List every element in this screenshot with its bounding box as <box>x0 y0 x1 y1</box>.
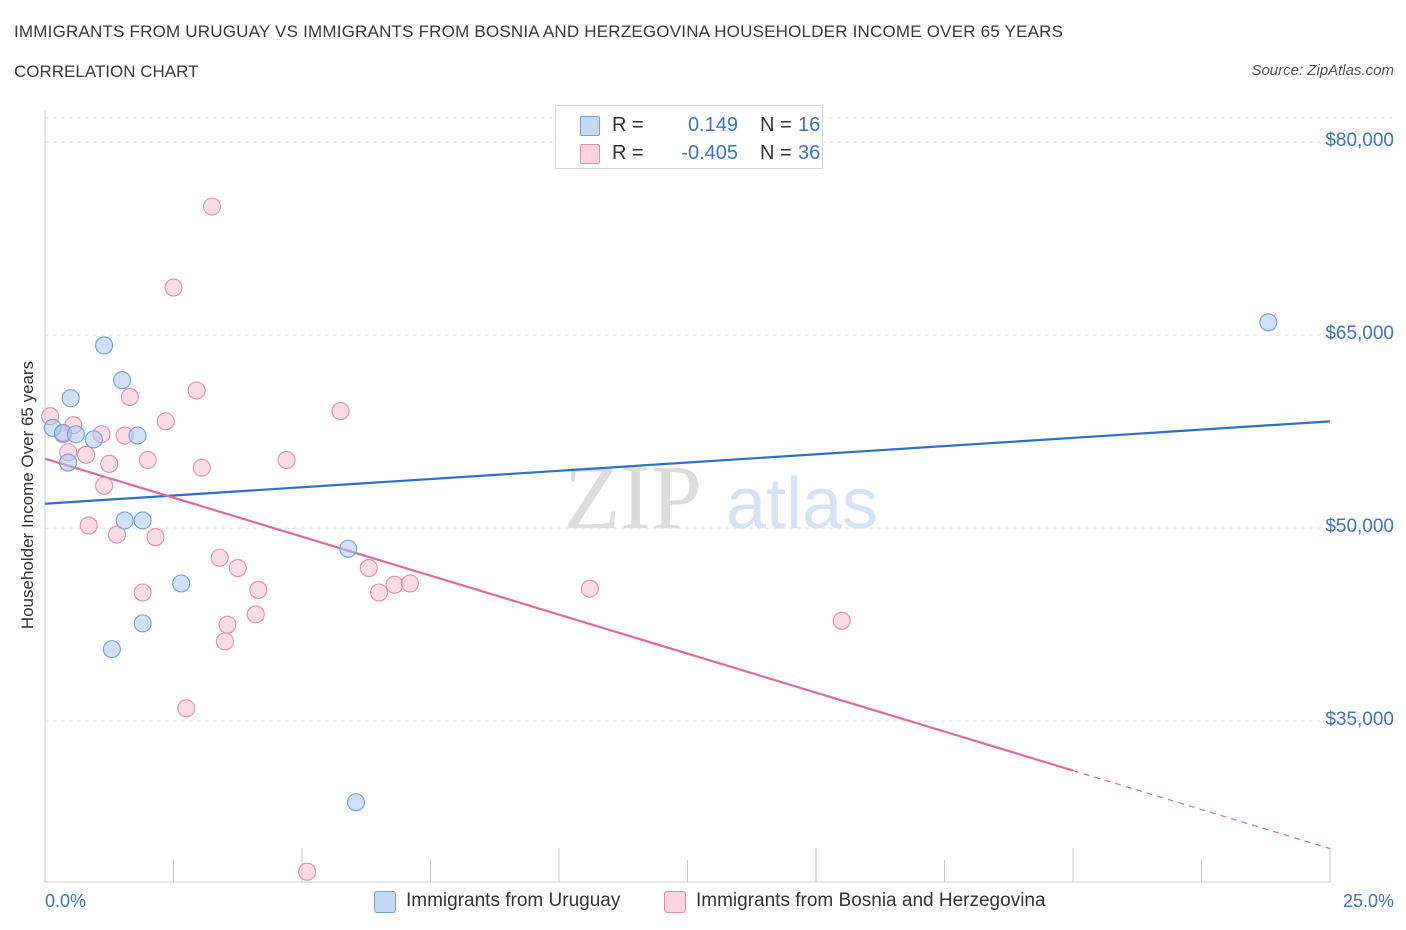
y-tick-label: $65,000 <box>1325 323 1394 345</box>
trend-line-extension-1 <box>1072 770 1331 850</box>
data-point-bosnia <box>187 381 206 400</box>
data-point-bosnia <box>77 445 96 464</box>
data-point-bosnia <box>138 450 157 470</box>
stats-legend: R = 0.149 N = 16 R = -0.405 N = 36 <box>555 105 823 169</box>
trend-lines <box>44 420 1331 850</box>
data-point-bosnia <box>228 559 247 578</box>
data-point-uruguay <box>59 453 78 472</box>
data-point-bosnia <box>146 528 165 547</box>
data-point-bosnia <box>580 579 599 598</box>
data-point-bosnia <box>210 548 229 567</box>
data-point-bosnia <box>203 197 222 216</box>
data-point-uruguay <box>172 574 191 593</box>
data-point-uruguay <box>339 539 358 558</box>
y-tick-label: $35,000 <box>1325 709 1394 731</box>
data-point-uruguay <box>102 640 121 659</box>
legend-swatch-uruguay <box>580 116 600 136</box>
data-point-bosnia <box>218 615 237 634</box>
data-points <box>41 197 1278 881</box>
data-point-uruguay <box>1259 313 1278 332</box>
series-label-bosnia: Immigrants from Bosnia and Herzegovina <box>696 890 1046 911</box>
axes <box>44 110 1331 883</box>
watermark-zip: ZIP <box>564 446 702 548</box>
data-point-bosnia <box>385 575 404 594</box>
data-point-bosnia <box>120 387 139 406</box>
data-point-bosnia <box>277 450 296 470</box>
data-point-uruguay <box>61 389 80 408</box>
y-tick-label: $50,000 <box>1325 516 1394 538</box>
legend-r-label: R = <box>612 142 644 164</box>
data-point-uruguay <box>113 371 132 390</box>
data-point-bosnia <box>298 862 317 881</box>
data-point-bosnia <box>164 278 183 297</box>
data-point-bosnia <box>177 699 196 718</box>
series-label-uruguay: Immigrants from Uruguay <box>406 890 621 911</box>
legend-n-value: 16 <box>798 114 821 136</box>
chart-title: IMMIGRANTS FROM URUGUAY VS IMMIGRANTS FR… <box>14 22 1064 41</box>
trend-line-1 <box>44 457 1074 772</box>
data-point-bosnia <box>95 476 114 495</box>
y-axis-label: Householder Income Over 65 years <box>18 360 37 630</box>
data-point-uruguay <box>95 336 114 355</box>
legend-r-value: -0.405 <box>681 142 738 164</box>
data-point-bosnia <box>400 574 419 593</box>
legend-r-label: R = <box>612 114 644 136</box>
series-swatch-uruguay <box>374 891 396 913</box>
data-point-uruguay <box>84 430 103 449</box>
data-point-bosnia <box>215 632 234 651</box>
series-swatch-bosnia <box>664 891 686 913</box>
y-tick-label: $80,000 <box>1325 130 1394 152</box>
data-point-bosnia <box>246 605 265 624</box>
data-point-bosnia <box>359 559 378 578</box>
data-point-bosnia <box>107 525 127 544</box>
source-label: Source: ZipAtlas.com <box>1251 62 1394 79</box>
watermark: ZIP atlas <box>564 446 878 548</box>
x-tick-max: 25.0% <box>1342 891 1394 911</box>
watermark-atlas: atlas <box>726 464 878 544</box>
data-point-uruguay <box>133 511 152 530</box>
legend-r-value: 0.149 <box>687 114 738 136</box>
data-point-bosnia <box>100 454 119 473</box>
data-point-bosnia <box>156 412 175 431</box>
chart-subtitle: CORRELATION CHART <box>14 62 199 81</box>
legend-swatch-bosnia <box>580 144 600 164</box>
data-point-uruguay <box>128 426 147 445</box>
x-tick-min: 0.0% <box>45 891 87 911</box>
legend-n-label: N = <box>760 114 792 136</box>
grid-lines <box>45 117 1392 722</box>
data-point-bosnia <box>249 580 268 599</box>
data-point-uruguay <box>115 511 134 530</box>
data-point-bosnia <box>331 402 350 421</box>
data-point-bosnia <box>832 611 851 630</box>
data-point-uruguay <box>133 614 152 633</box>
data-point-bosnia <box>133 583 152 602</box>
data-point-bosnia <box>79 516 98 535</box>
trend-line-0 <box>44 420 1331 505</box>
data-point-uruguay <box>346 793 366 812</box>
data-point-bosnia <box>370 583 389 602</box>
data-point-bosnia <box>192 458 211 477</box>
data-point-uruguay <box>66 425 85 444</box>
legend-n-value: 36 <box>798 142 821 164</box>
legend-n-label: N = <box>760 142 792 164</box>
